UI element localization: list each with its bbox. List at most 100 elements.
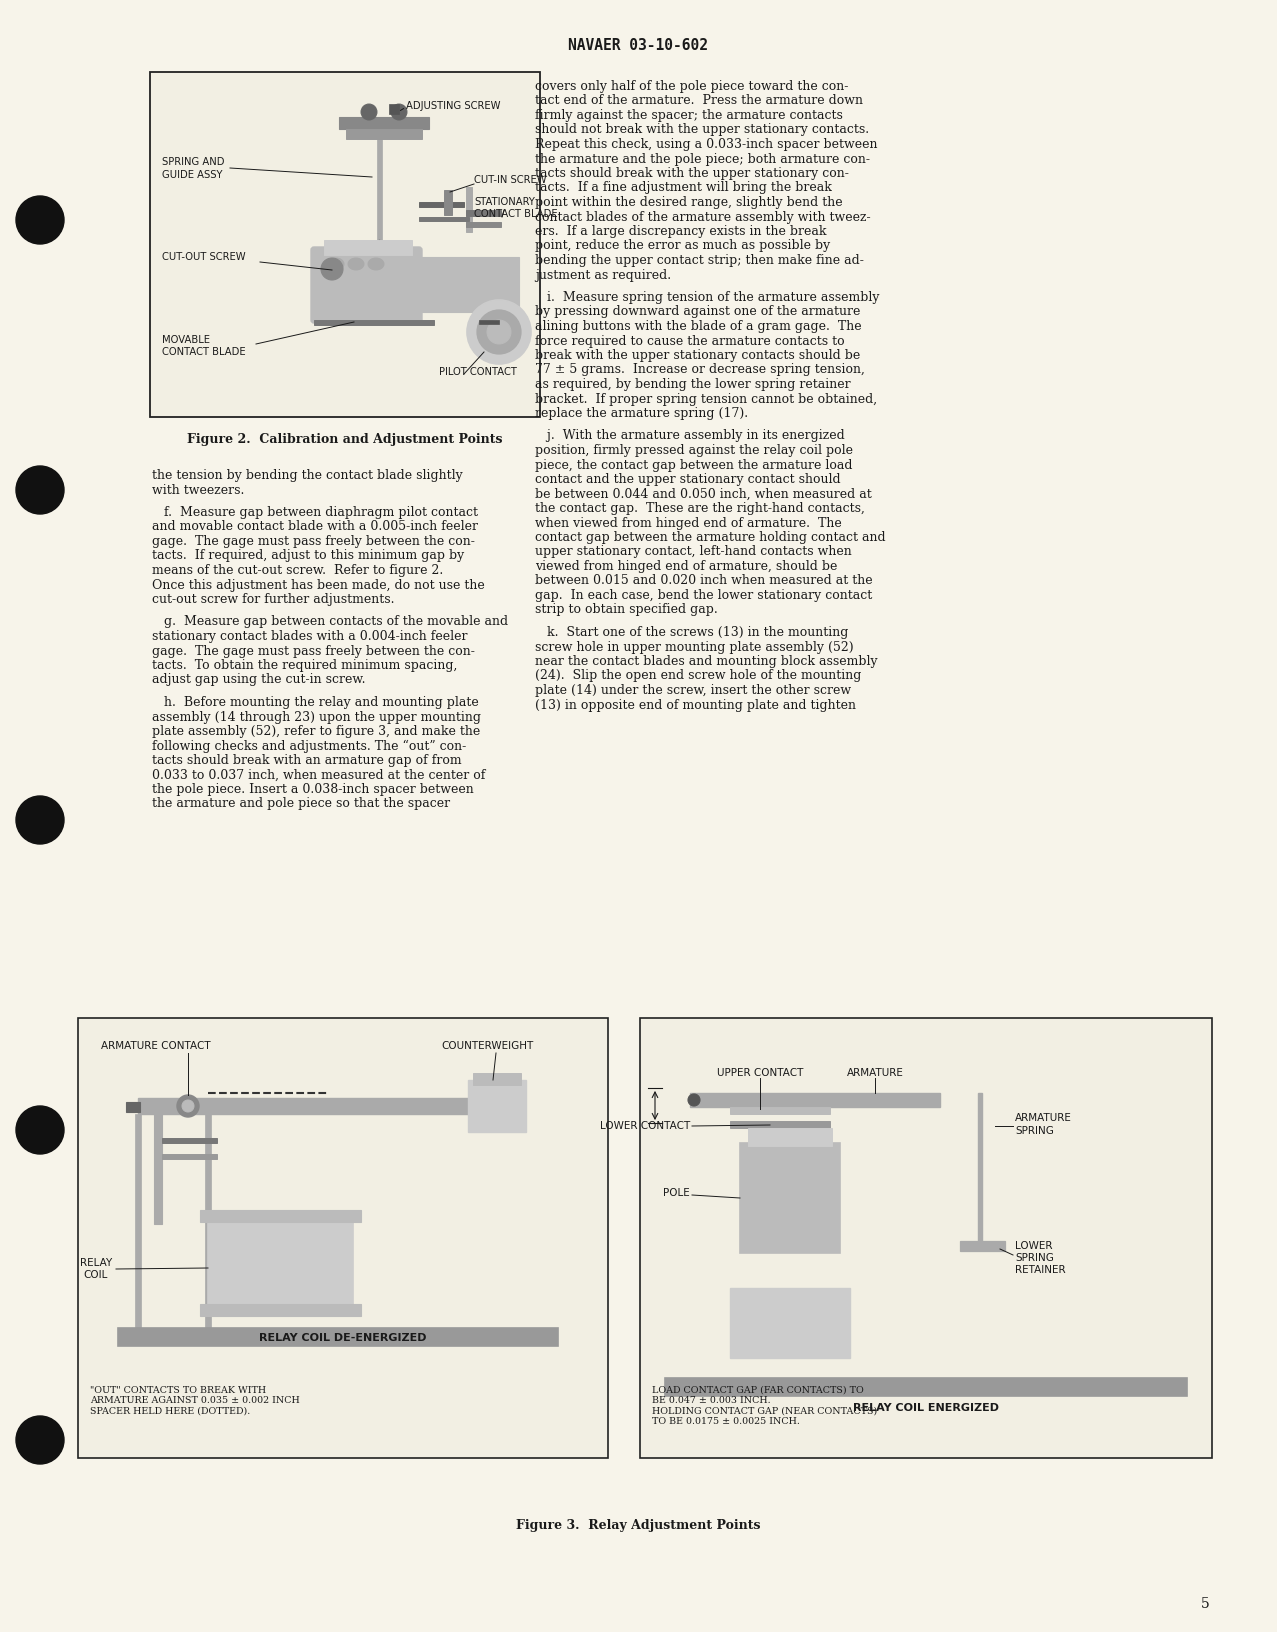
Text: position, firmly pressed against the relay coil pole: position, firmly pressed against the rel…: [535, 444, 853, 457]
Text: SPRING: SPRING: [1015, 1253, 1054, 1263]
Text: piece, the contact gap between the armature load: piece, the contact gap between the armat…: [535, 459, 853, 472]
Bar: [389, 104, 398, 114]
Text: ARMATURE: ARMATURE: [847, 1067, 903, 1079]
Circle shape: [391, 104, 407, 121]
Text: firmly against the spacer; the armature contacts: firmly against the spacer; the armature …: [535, 109, 843, 122]
Text: adjust gap using the cut-in screw.: adjust gap using the cut-in screw.: [152, 674, 365, 687]
Bar: [960, 1240, 1005, 1252]
Text: gage.  The gage must pass freely between the con-: gage. The gage must pass freely between …: [152, 535, 475, 548]
Bar: [466, 188, 472, 232]
Circle shape: [17, 1106, 64, 1154]
Bar: [690, 1093, 940, 1106]
Text: the tension by bending the contact blade slightly: the tension by bending the contact blade…: [152, 468, 462, 481]
Bar: [155, 1115, 162, 1224]
Bar: [444, 189, 452, 215]
Text: replace the armature spring (17).: replace the armature spring (17).: [535, 406, 748, 419]
Text: break with the upper stationary contacts should be: break with the upper stationary contacts…: [535, 349, 861, 362]
Text: force required to cause the armature contacts to: force required to cause the armature con…: [535, 335, 844, 348]
Text: point within the desired range, slightly bend the: point within the desired range, slightly…: [535, 196, 843, 209]
Text: cut-out screw for further adjustments.: cut-out screw for further adjustments.: [152, 592, 395, 605]
Text: should not break with the upper stationary contacts.: should not break with the upper stationa…: [535, 124, 870, 137]
Bar: [206, 1115, 211, 1328]
Bar: [149, 72, 540, 418]
Text: gap.  In each case, bend the lower stationary contact: gap. In each case, bend the lower statio…: [535, 589, 872, 602]
Text: MOVABLE: MOVABLE: [162, 335, 209, 344]
Text: SPRING AND: SPRING AND: [162, 157, 225, 166]
Text: the pole piece. Insert a 0.038-inch spacer between: the pole piece. Insert a 0.038-inch spac…: [152, 783, 474, 796]
Bar: [466, 211, 501, 215]
Text: following checks and adjustments. The “out” con-: following checks and adjustments. The “o…: [152, 739, 466, 752]
Text: screw hole in upper mounting plate assembly (52): screw hole in upper mounting plate assem…: [535, 640, 853, 653]
Bar: [200, 1304, 361, 1315]
Text: contact and the upper stationary contact should: contact and the upper stationary contact…: [535, 473, 840, 486]
Text: j.  With the armature assembly in its energized: j. With the armature assembly in its ene…: [535, 429, 845, 442]
Text: bending the upper contact strip; then make fine ad-: bending the upper contact strip; then ma…: [535, 255, 863, 268]
Text: LOAD CONTACT GAP (FAR CONTACTS) TO
BE 0.047 ± 0.003 INCH.
HOLDING CONTACT GAP (N: LOAD CONTACT GAP (FAR CONTACTS) TO BE 0.…: [653, 1386, 877, 1426]
Text: NAVAER 03-10-602: NAVAER 03-10-602: [568, 38, 709, 52]
Bar: [324, 240, 412, 255]
Text: 77 ± 5 grams.  Increase or decrease spring tension,: 77 ± 5 grams. Increase or decrease sprin…: [535, 364, 865, 377]
Text: "OUT" CONTACTS TO BREAK WITH
ARMATURE AGAINST 0.035 ± 0.002 INCH
SPACER HELD HER: "OUT" CONTACTS TO BREAK WITH ARMATURE AG…: [89, 1386, 300, 1417]
Text: SPRING: SPRING: [1015, 1126, 1054, 1136]
Bar: [466, 222, 501, 227]
Bar: [467, 1080, 526, 1133]
Text: ADJUSTING SCREW: ADJUSTING SCREW: [406, 101, 501, 111]
Text: g.  Measure gap between contacts of the movable and: g. Measure gap between contacts of the m…: [152, 615, 508, 628]
Bar: [138, 1098, 508, 1115]
Circle shape: [17, 467, 64, 514]
Text: when viewed from hinged end of armature.  The: when viewed from hinged end of armature.…: [535, 516, 842, 529]
Text: be between 0.044 and 0.050 inch, when measured at: be between 0.044 and 0.050 inch, when me…: [535, 488, 872, 501]
Text: LOWER CONTACT: LOWER CONTACT: [600, 1121, 690, 1131]
Text: RELAY COIL ENERGIZED: RELAY COIL ENERGIZED: [853, 1404, 999, 1413]
Circle shape: [321, 258, 344, 281]
Bar: [730, 1288, 850, 1358]
Text: CONTACT BLADE: CONTACT BLADE: [162, 348, 245, 357]
Text: with tweezers.: with tweezers.: [152, 483, 244, 496]
Text: stationary contact blades with a 0.004-inch feeler: stationary contact blades with a 0.004-i…: [152, 630, 467, 643]
Text: gage.  The gage must pass freely between the con-: gage. The gage must pass freely between …: [152, 645, 475, 658]
Circle shape: [17, 196, 64, 245]
Bar: [377, 137, 382, 246]
Text: COIL: COIL: [84, 1270, 109, 1279]
Text: between 0.015 and 0.020 inch when measured at the: between 0.015 and 0.020 inch when measur…: [535, 574, 872, 588]
Text: GUIDE ASSY: GUIDE ASSY: [162, 170, 222, 180]
Text: contact gap between the armature holding contact and: contact gap between the armature holding…: [535, 530, 886, 543]
Text: CUT-IN SCREW: CUT-IN SCREW: [474, 175, 547, 184]
Text: ARMATURE: ARMATURE: [1015, 1113, 1071, 1123]
Text: plate assembly (52), refer to figure 3, and make the: plate assembly (52), refer to figure 3, …: [152, 725, 480, 738]
Text: UPPER CONTACT: UPPER CONTACT: [716, 1067, 803, 1079]
Text: viewed from hinged end of armature, should be: viewed from hinged end of armature, shou…: [535, 560, 838, 573]
Text: upper stationary contact, left-hand contacts when: upper stationary contact, left-hand cont…: [535, 545, 852, 558]
Text: by pressing downward against one of the armature: by pressing downward against one of the …: [535, 305, 861, 318]
Text: means of the cut-out screw.  Refer to figure 2.: means of the cut-out screw. Refer to fig…: [152, 565, 443, 578]
Bar: [200, 1209, 361, 1222]
Bar: [640, 1018, 1212, 1457]
Bar: [314, 320, 434, 325]
Text: CONTACT BLADE: CONTACT BLADE: [474, 209, 558, 219]
Circle shape: [487, 320, 511, 344]
Text: 5: 5: [1202, 1598, 1211, 1611]
Text: Figure 3.  Relay Adjustment Points: Figure 3. Relay Adjustment Points: [516, 1519, 761, 1532]
Text: (13) in opposite end of mounting plate and tighten: (13) in opposite end of mounting plate a…: [535, 698, 856, 712]
Bar: [135, 1115, 140, 1328]
Bar: [419, 217, 469, 220]
Bar: [208, 1217, 352, 1307]
Circle shape: [688, 1093, 700, 1106]
Bar: [346, 129, 421, 139]
Text: near the contact blades and mounting block assembly: near the contact blades and mounting blo…: [535, 654, 877, 667]
Text: i.  Measure spring tension of the armature assembly: i. Measure spring tension of the armatur…: [535, 290, 880, 304]
Circle shape: [183, 1100, 194, 1111]
Text: alining buttons with the blade of a gram gage.  The: alining buttons with the blade of a gram…: [535, 320, 862, 333]
Text: 0.033 to 0.037 inch, when measured at the center of: 0.033 to 0.037 inch, when measured at th…: [152, 769, 485, 782]
Bar: [78, 1018, 608, 1457]
Text: COUNTERWEIGHT: COUNTERWEIGHT: [442, 1041, 534, 1051]
Text: (24).  Slip the open end screw hole of the mounting: (24). Slip the open end screw hole of th…: [535, 669, 862, 682]
Bar: [419, 256, 518, 312]
Text: contact blades of the armature assembly with tweez-: contact blades of the armature assembly …: [535, 211, 871, 224]
Text: the armature and the pole piece; both armature con-: the armature and the pole piece; both ar…: [535, 152, 870, 165]
Circle shape: [178, 1095, 199, 1116]
Circle shape: [478, 310, 521, 354]
Ellipse shape: [328, 258, 344, 269]
Text: RELAY COIL DE-ENERGIZED: RELAY COIL DE-ENERGIZED: [259, 1333, 427, 1343]
Bar: [472, 1072, 521, 1085]
